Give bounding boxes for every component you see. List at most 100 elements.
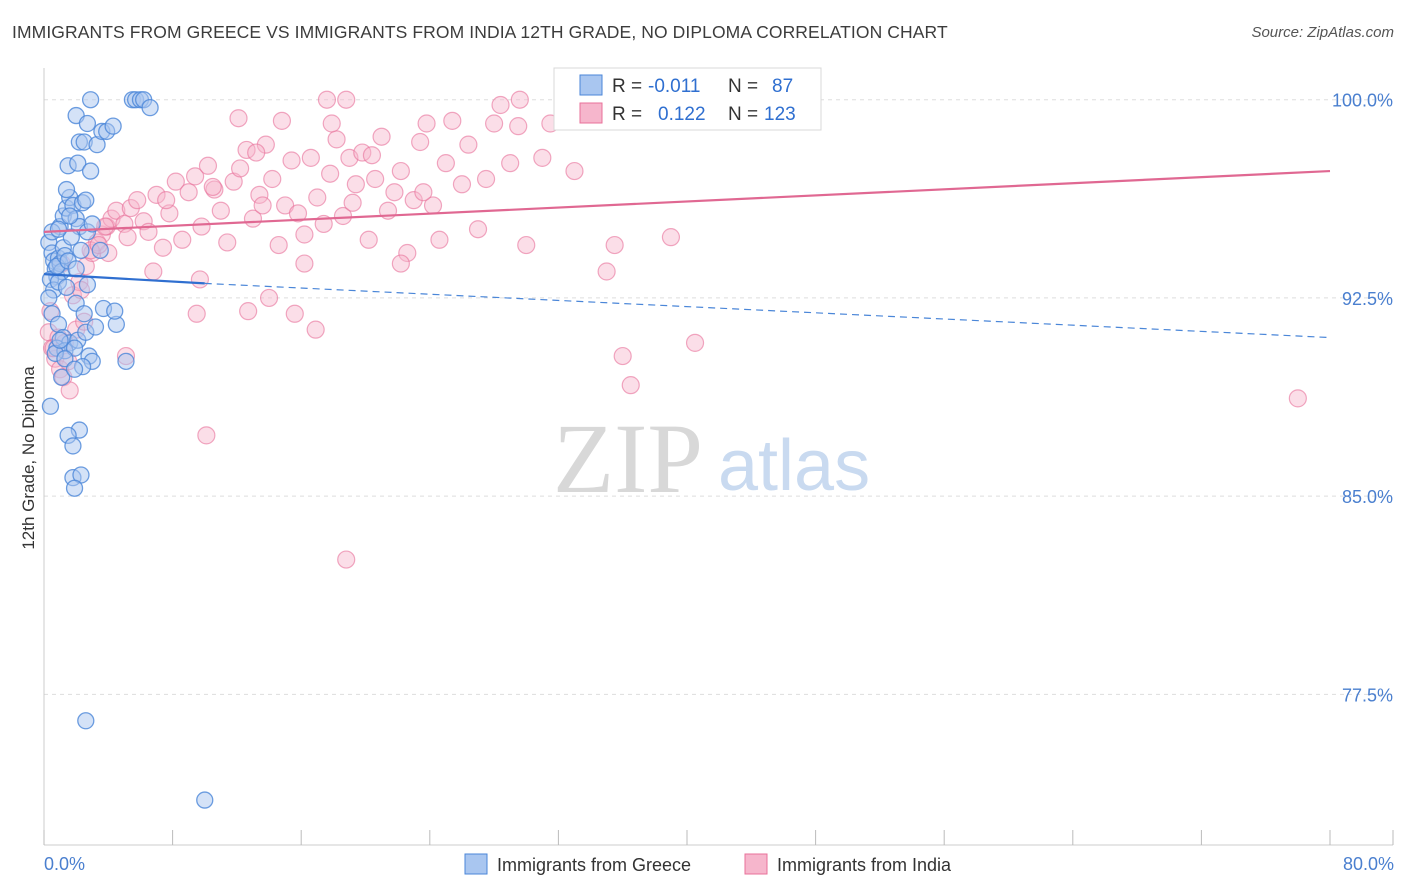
india-point	[306, 320, 325, 339]
india-point	[272, 111, 292, 130]
bottom-legend-swatch-greece	[464, 853, 488, 875]
series-india-points	[39, 90, 1307, 569]
india-point	[197, 426, 216, 445]
india-point	[372, 127, 391, 146]
y-tick-label: 85.0%	[1342, 487, 1393, 507]
greece-point	[106, 302, 124, 320]
series-greece-points	[40, 91, 214, 809]
india-point	[491, 95, 510, 115]
india-point	[218, 233, 237, 252]
greece-point	[65, 360, 84, 378]
india-point	[203, 177, 222, 197]
greece-point	[65, 339, 84, 357]
india-point	[452, 175, 472, 194]
greece-point	[86, 318, 105, 336]
legend-swatch-greece	[579, 74, 603, 96]
greece-point	[40, 289, 58, 307]
india-point	[443, 111, 462, 130]
india-point	[333, 206, 353, 226]
india-point	[533, 148, 552, 167]
greece-point	[69, 154, 87, 172]
greece-trend-extension	[204, 282, 1331, 339]
greece-trend-line	[43, 273, 205, 285]
india-point	[605, 235, 624, 255]
legend-n-label-greece: N =	[728, 76, 758, 97]
x-tick-label-max: 80.0%	[1343, 854, 1394, 874]
greece-point	[57, 278, 76, 297]
greece-point	[81, 91, 100, 109]
india-point	[343, 193, 362, 212]
india-point	[317, 90, 337, 109]
greece-point	[72, 241, 90, 260]
india-point	[107, 201, 126, 220]
india-point	[517, 235, 536, 255]
india-point	[346, 175, 365, 194]
india-point	[362, 146, 382, 165]
india-point	[166, 172, 185, 191]
chart-title: IMMIGRANTS FROM GREECE VS IMMIGRANTS FRO…	[12, 22, 948, 42]
india-point	[128, 191, 147, 210]
india-point	[144, 262, 163, 281]
greece-point	[41, 397, 60, 415]
greece-point	[104, 117, 122, 135]
greece-point	[61, 207, 79, 225]
grid	[44, 99, 1393, 695]
india-point	[134, 212, 153, 231]
india-point	[308, 188, 327, 207]
india-point	[685, 333, 705, 352]
india-point	[621, 376, 640, 395]
india-point	[198, 156, 218, 175]
india-trend-line	[43, 169, 1331, 233]
legend-r-label-greece: R =	[612, 76, 642, 97]
india-point	[263, 169, 282, 189]
india-point	[613, 346, 632, 366]
greece-point	[91, 241, 109, 260]
india-point	[468, 220, 488, 239]
x-tick-label-min: 0.0%	[44, 854, 85, 874]
greece-point	[83, 215, 101, 233]
legend-n-label-india: N =	[728, 104, 758, 125]
greece-point	[141, 98, 159, 117]
india-point	[321, 164, 340, 183]
india-point	[295, 254, 314, 273]
india-point	[661, 228, 681, 247]
bottom-legend-label-india: Immigrants from India	[777, 855, 952, 875]
india-point	[417, 114, 436, 133]
india-point	[436, 154, 455, 173]
india-point	[565, 161, 584, 181]
india-point	[398, 243, 417, 263]
india-point	[269, 235, 288, 255]
india-point	[250, 185, 269, 204]
greece-point	[196, 791, 214, 809]
india-point	[229, 109, 248, 128]
greece-point	[65, 479, 84, 497]
greece-point	[75, 305, 93, 323]
india-point	[485, 114, 504, 133]
greece-point	[81, 162, 100, 180]
greece-point	[49, 220, 68, 238]
greece-point	[51, 331, 69, 349]
greece-point	[53, 368, 71, 386]
india-point	[327, 130, 346, 149]
india-point	[192, 217, 211, 236]
bottom-legend-label-greece: Immigrants from Greece	[497, 855, 691, 875]
india-point	[118, 228, 137, 247]
india-point	[391, 254, 410, 273]
greece-point	[62, 228, 80, 246]
india-point	[288, 204, 308, 223]
india-point	[366, 169, 385, 189]
y-tick-label: 92.5%	[1342, 289, 1393, 309]
india-point	[211, 201, 230, 220]
india-point	[337, 90, 356, 109]
greece-point	[56, 350, 74, 368]
india-point	[414, 183, 433, 202]
watermark-atlas: atlas	[718, 426, 870, 506]
india-point	[247, 143, 266, 162]
india-point	[239, 302, 258, 321]
india-point	[60, 381, 79, 400]
india-point	[476, 169, 496, 189]
greece-point	[64, 437, 82, 455]
india-point	[385, 183, 404, 202]
india-point	[186, 167, 205, 186]
greece-point	[77, 712, 95, 730]
